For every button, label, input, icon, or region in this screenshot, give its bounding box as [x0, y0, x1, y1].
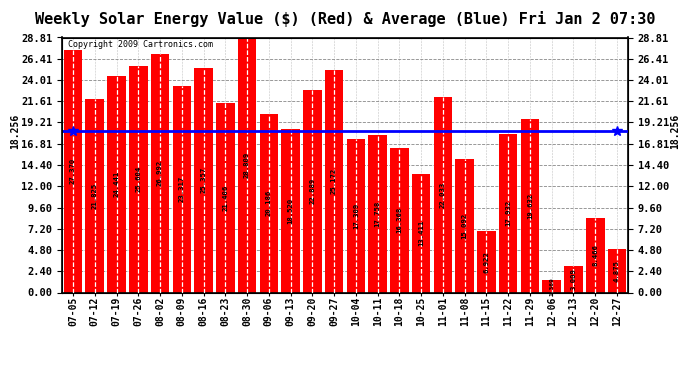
Text: 17.758: 17.758: [375, 201, 381, 227]
Text: 26.992: 26.992: [157, 160, 163, 186]
Text: 18.256: 18.256: [10, 113, 19, 148]
Bar: [390, 148, 408, 292]
Bar: [564, 266, 583, 292]
Text: 23.317: 23.317: [179, 176, 185, 203]
Bar: [455, 159, 474, 292]
Text: 22.033: 22.033: [440, 182, 446, 208]
Bar: [499, 134, 518, 292]
Bar: [238, 38, 256, 292]
Text: 15.092: 15.092: [462, 213, 468, 239]
Bar: [608, 249, 627, 292]
Text: 13.411: 13.411: [418, 220, 424, 246]
Text: 27.370: 27.370: [70, 158, 76, 184]
Text: 17.309: 17.309: [353, 203, 359, 229]
Text: 28.809: 28.809: [244, 152, 250, 178]
Bar: [259, 114, 278, 292]
Text: 17.932: 17.932: [505, 200, 511, 226]
Text: 1.369: 1.369: [549, 277, 554, 296]
Bar: [477, 231, 495, 292]
Bar: [368, 135, 387, 292]
Bar: [303, 90, 322, 292]
Bar: [412, 174, 431, 292]
Bar: [151, 54, 169, 292]
Bar: [107, 76, 126, 292]
Text: 25.172: 25.172: [331, 168, 337, 194]
Text: 18.520: 18.520: [288, 197, 294, 223]
Text: 24.441: 24.441: [113, 171, 119, 198]
Text: 22.889: 22.889: [309, 178, 315, 204]
Text: 19.632: 19.632: [527, 192, 533, 219]
Bar: [282, 129, 300, 292]
Text: 25.604: 25.604: [135, 166, 141, 192]
Bar: [434, 98, 452, 292]
Text: 21.406: 21.406: [222, 184, 228, 211]
Text: 3.009: 3.009: [571, 268, 577, 290]
Bar: [216, 103, 235, 292]
Text: 18.256: 18.256: [670, 113, 680, 148]
Text: 4.875: 4.875: [614, 260, 620, 282]
Bar: [586, 217, 604, 292]
Bar: [86, 99, 104, 292]
Bar: [195, 68, 213, 292]
Text: 16.368: 16.368: [396, 207, 402, 233]
Bar: [325, 70, 344, 292]
Text: 21.825: 21.825: [92, 183, 98, 209]
Bar: [521, 119, 539, 292]
Bar: [63, 50, 82, 292]
Text: Weekly Solar Energy Value ($) (Red) & Average (Blue) Fri Jan 2 07:30: Weekly Solar Energy Value ($) (Red) & Av…: [34, 11, 655, 27]
Bar: [346, 139, 365, 292]
Text: 6.922: 6.922: [484, 251, 489, 273]
Text: 8.466: 8.466: [592, 244, 598, 266]
Text: 25.357: 25.357: [201, 167, 206, 194]
Bar: [172, 86, 191, 292]
Text: Copyright 2009 Cartronics.com: Copyright 2009 Cartronics.com: [68, 40, 213, 49]
Text: 20.186: 20.186: [266, 190, 272, 216]
Bar: [542, 280, 561, 292]
Bar: [129, 66, 148, 292]
